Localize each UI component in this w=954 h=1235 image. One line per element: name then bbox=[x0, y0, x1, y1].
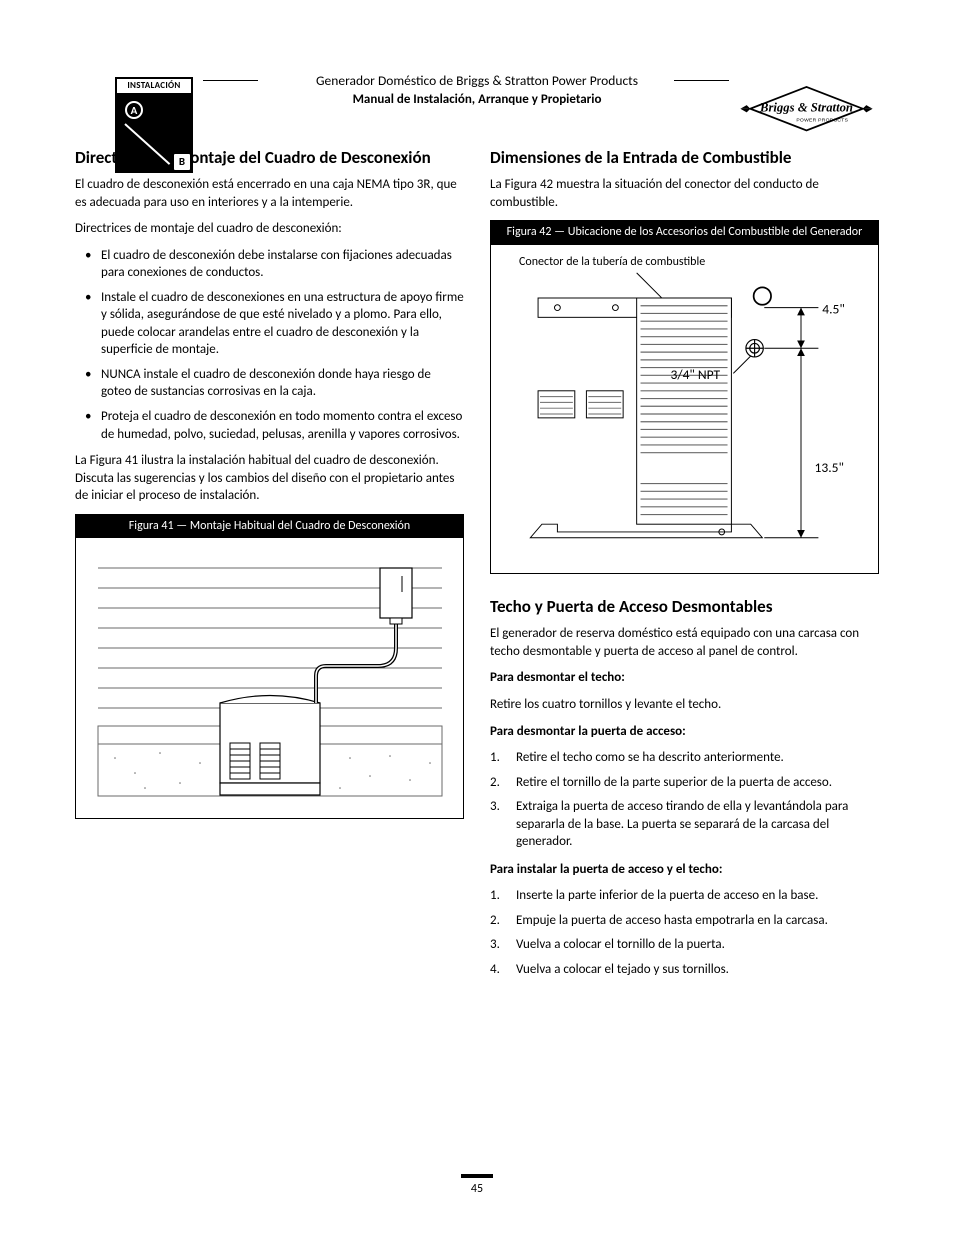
right-p-b2: Retire los cuatro tornillos y levante el… bbox=[490, 696, 879, 714]
bullet-item: Proteja el cuadro de desconexión en todo… bbox=[75, 408, 464, 443]
list-item: 4.Vuelva a colocar el tejado y sus torni… bbox=[490, 961, 879, 979]
badge-title: INSTALACIÓN bbox=[115, 77, 193, 95]
subhead-2: Para desmontar la puerta de acceso: bbox=[490, 724, 686, 739]
page-header: INSTALACIÓN A B Generador Doméstico de B… bbox=[75, 70, 879, 109]
badge-graphic: A B bbox=[115, 95, 193, 173]
right-p-a1: La Figura 42 muestra la situación del co… bbox=[490, 176, 879, 211]
figure-41-body bbox=[76, 538, 463, 818]
list-remove-door: 1.Retire el techo como se ha descrito an… bbox=[490, 749, 879, 851]
logo-brand-text: Briggs & Stratton bbox=[759, 100, 853, 114]
figure-42: Figura 42 — Ubicacione de los Accesorios… bbox=[490, 220, 879, 574]
left-p1: El cuadro de desconexión está encerrado … bbox=[75, 176, 464, 211]
right-heading-a: Dimensiones de la Entrada de Combustible bbox=[490, 147, 879, 168]
figure-41-caption: Figura 41 — Montaje Habitual del Cuadro … bbox=[76, 515, 463, 539]
header-rule-left bbox=[203, 80, 258, 81]
right-heading-b: Techo y Puerta de Acceso Desmontables bbox=[490, 596, 879, 617]
left-p3: La Figura 41 ilustra la instalación habi… bbox=[75, 452, 464, 505]
brand-logo: Briggs & Stratton POWER PRODUCTS bbox=[734, 83, 879, 138]
bullet-item: El cuadro de desconexión debe instalarse… bbox=[75, 247, 464, 282]
right-column: Dimensiones de la Entrada de Combustible… bbox=[490, 147, 879, 989]
left-column: Directrices de Montaje del Cuadro de Des… bbox=[75, 147, 464, 989]
list-item: 1.Inserte la parte inferior de la puerta… bbox=[490, 887, 879, 905]
header-rule-right bbox=[674, 80, 729, 81]
list-item: 2.Empuje la puerta de acceso hasta empot… bbox=[490, 912, 879, 930]
list-item: 1.Retire el techo como se ha descrito an… bbox=[490, 749, 879, 767]
header-line1: Generador Doméstico de Briggs & Stratton… bbox=[215, 72, 739, 90]
installation-badge: INSTALACIÓN A B bbox=[115, 77, 193, 173]
fig42-connector-label: Conector de la tubería de combustible bbox=[519, 255, 868, 269]
fig42-dim2-text: 13.5" bbox=[814, 459, 843, 476]
figure-41: Figura 41 — Montaje Habitual del Cuadro … bbox=[75, 514, 464, 820]
left-bullet-list: El cuadro de desconexión debe instalarse… bbox=[75, 247, 464, 443]
logo-sub-text: POWER PRODUCTS bbox=[796, 117, 848, 123]
fig42-npt-text: 3/4" NPT bbox=[670, 366, 720, 383]
list-item: 3.Vuelva a colocar el tornillo de la pue… bbox=[490, 936, 879, 954]
fig42-dim1-text: 4.5" bbox=[822, 301, 845, 318]
figure-42-body: Conector de la tubería de combustible bbox=[491, 245, 878, 573]
subhead-1: Para desmontar el techo: bbox=[490, 670, 625, 685]
list-item: 2.Retire el tornillo de la parte superio… bbox=[490, 774, 879, 792]
bullet-item: Instale el cuadro de desconexiones en un… bbox=[75, 289, 464, 359]
header-line2: Manual de Instalación, Arranque y Propie… bbox=[215, 91, 739, 109]
subhead-3: Para instalar la puerta de acceso y el t… bbox=[490, 862, 722, 877]
list-item: 3.Extraiga la puerta de acceso tirando d… bbox=[490, 798, 879, 851]
content-columns: Directrices de Montaje del Cuadro de Des… bbox=[75, 147, 879, 989]
list-install-door: 1.Inserte la parte inferior de la puerta… bbox=[490, 887, 879, 978]
left-p2: Directrices de montaje del cuadro de des… bbox=[75, 220, 464, 238]
figure-42-caption: Figura 42 — Ubicacione de los Accesorios… bbox=[491, 221, 878, 245]
bullet-item: NUNCA instale el cuadro de desconexión d… bbox=[75, 366, 464, 401]
right-p-b1: El generador de reserva doméstico está e… bbox=[490, 625, 879, 660]
badge-mark-b: B bbox=[172, 152, 192, 172]
badge-mark-a: A bbox=[125, 101, 143, 119]
page-number: 45 bbox=[461, 1174, 493, 1197]
header-titles: Generador Doméstico de Briggs & Stratton… bbox=[215, 70, 739, 109]
